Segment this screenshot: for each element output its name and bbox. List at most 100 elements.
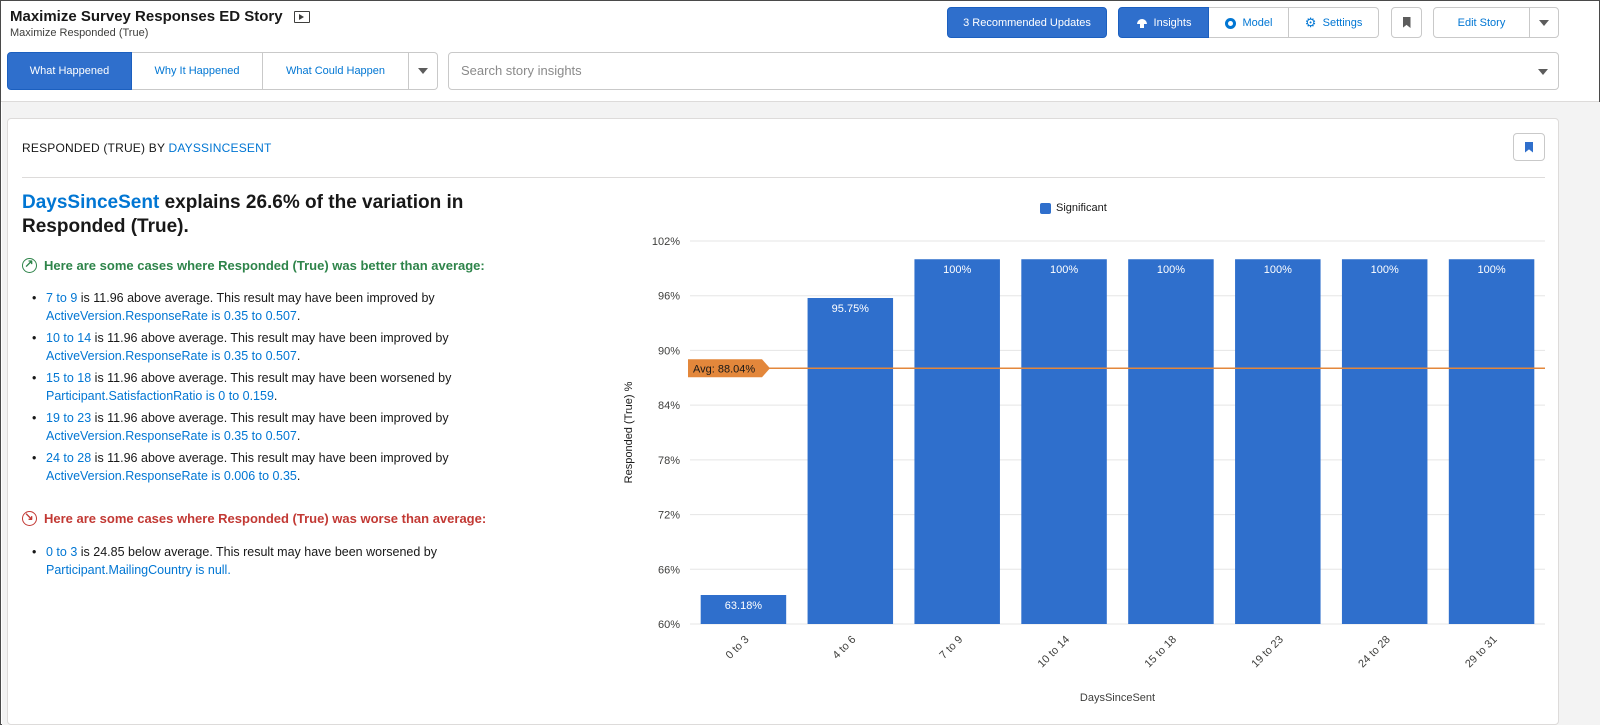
range-link[interactable]: 0 to 3 [46,545,78,559]
legend-swatch [1040,202,1051,214]
list-item: 24 to 28 is 11.96 above average. This re… [32,449,512,485]
search-box[interactable] [448,52,1559,90]
legend-label: Significant [1056,202,1107,214]
better-heading-text: Here are some cases where Responded (Tru… [44,258,485,273]
better-list: 7 to 9 is 11.96 above average. This resu… [32,289,512,489]
insight-card: RESPONDED (TRUE) BY DAYSSINCESENT DaysSi… [7,118,1559,725]
range-link[interactable]: 24 to 28 [46,451,92,465]
x-tick-label: 24 to 28 [1356,634,1393,671]
search-input[interactable] [461,63,1521,78]
list-item: 0 to 3 is 24.85 below average. This resu… [32,543,512,579]
story-header: Maximize Survey Responses ED Story Maxim… [1,1,1599,46]
data-label: 63.18% [725,600,763,612]
chart-legend[interactable]: Significant [1040,202,1107,214]
factor-link[interactable]: ActiveVersion.ResponseRate is 0.35 to 0.… [46,309,297,323]
y-tick-label: 78% [658,455,680,467]
x-tick-label: 0 to 3 [724,634,752,662]
x-axis-label: DaysSinceSent [1080,692,1155,704]
list-item: 10 to 14 is 11.96 above average. This re… [32,329,512,365]
data-label: 100% [1477,264,1505,276]
range-link[interactable]: 10 to 14 [46,331,92,345]
card-divider [22,177,1545,178]
data-label: 100% [1050,264,1078,276]
insights-label: Insights [1153,16,1192,29]
y-tick-label: 102% [652,236,680,248]
recommended-updates-button[interactable]: 3 Recommended Updates [947,7,1107,38]
factor-link[interactable]: Participant.SatisfactionRatio is 0 to 0.… [46,389,274,403]
item-text: is 11.96 above average. This result may … [91,411,449,425]
data-label: 100% [1264,264,1292,276]
factor-link[interactable]: ActiveVersion.ResponseRate is 0.35 to 0.… [46,429,297,443]
bar [1448,259,1535,624]
factor-link[interactable]: Participant.MailingCountry is null. [46,563,231,577]
play-icon[interactable] [293,10,310,23]
bookmark-button[interactable] [1391,7,1422,38]
card-title: RESPONDED (TRUE) BY DAYSSINCESENT [22,141,272,155]
factor-link[interactable]: ActiveVersion.ResponseRate is 0.006 to 0… [46,469,297,483]
y-tick-label: 96% [658,291,680,303]
item-end: . [296,469,301,483]
worse-heading-text: Here are some cases where Responded (Tru… [44,511,487,526]
card-title-field-link[interactable]: DAYSSINCESENT [168,141,272,155]
headline-text: explains 26.6% of the variation in Respo… [22,192,464,237]
bar [1128,259,1214,624]
card-bookmark-button[interactable] [1513,133,1545,161]
bar [1341,259,1428,624]
title-row: Maximize Survey Responses ED Story [10,8,310,25]
story-tabs: What Happened Why It Happened What Could… [7,52,438,90]
bar [807,297,894,624]
data-label: 100% [943,264,971,276]
bar [914,259,1000,624]
insights-icon [1136,17,1148,29]
settings-label: Settings [1322,16,1363,29]
trend-down-icon: ↘ [22,511,37,526]
item-text: is 11.96 above average. This result may … [91,371,452,385]
worse-list: 0 to 3 is 24.85 below average. This resu… [32,543,512,583]
gear-icon: ⚙ [1304,14,1317,30]
insight-headline: DaysSinceSent explains 26.6% of the vari… [22,191,542,239]
range-link[interactable]: 7 to 9 [46,291,78,305]
y-tick-label: 66% [658,564,680,576]
settings-button[interactable]: ⚙ Settings [1289,7,1379,38]
x-tick-label: 4 to 6 [830,634,858,662]
range-link[interactable]: 19 to 23 [46,411,92,425]
bar [1021,259,1107,624]
data-label: 95.75% [832,303,870,315]
bar [700,595,787,624]
tab-what-happened[interactable]: What Happened [7,52,132,90]
story-title: Maximize Survey Responses ED Story [10,8,283,25]
headline-field-link[interactable]: DaysSinceSent [22,192,160,213]
item-end: . [296,349,301,363]
card-title-prefix: RESPONDED (TRUE) BY [22,141,169,155]
edit-story-menu-button[interactable] [1529,7,1559,38]
bar-chart: Significant 60% 66% 72% 78% 84% 90% 96% 102% Res… [608,189,1558,714]
tab-what-could-happen[interactable]: What Could Happen [263,52,409,90]
toolbar-divider [1,101,1599,102]
item-text: is 11.96 above average. This result may … [91,451,449,465]
y-tick-label: 72% [658,510,680,522]
chevron-down-icon [418,68,428,74]
item-end: . [296,429,301,443]
x-tick-label: 19 to 23 [1249,634,1286,671]
item-text: is 11.96 above average. This result may … [91,331,449,345]
factor-link[interactable]: ActiveVersion.ResponseRate is 0.35 to 0.… [46,349,297,363]
list-item: 15 to 18 is 11.96 above average. This re… [32,369,512,405]
bookmark-icon [1525,141,1533,153]
tab-why-it-happened[interactable]: Why It Happened [132,52,263,90]
model-icon [1224,17,1237,29]
edit-story-button[interactable]: Edit Story [1433,7,1530,38]
list-item: 7 to 9 is 11.96 above average. This resu… [32,289,512,325]
worse-heading: ↘ Here are some cases where Responded (T… [22,511,486,526]
tabs-more-button[interactable] [409,52,438,90]
range-link[interactable]: 15 to 18 [46,371,92,385]
insights-button[interactable]: Insights [1118,7,1209,38]
item-end: . [273,389,278,403]
model-button[interactable]: Model [1209,7,1289,38]
chart-svg: 60% 66% 72% 78% 84% 90% 96% 102% Responded (True… [623,236,1545,704]
y-tick-label: 90% [658,345,680,357]
better-heading: ↗ Here are some cases where Responded (T… [22,258,485,273]
chevron-down-icon[interactable] [1538,69,1548,75]
average-tag [688,359,770,378]
item-text: is 11.96 above average. This result may … [77,291,435,305]
